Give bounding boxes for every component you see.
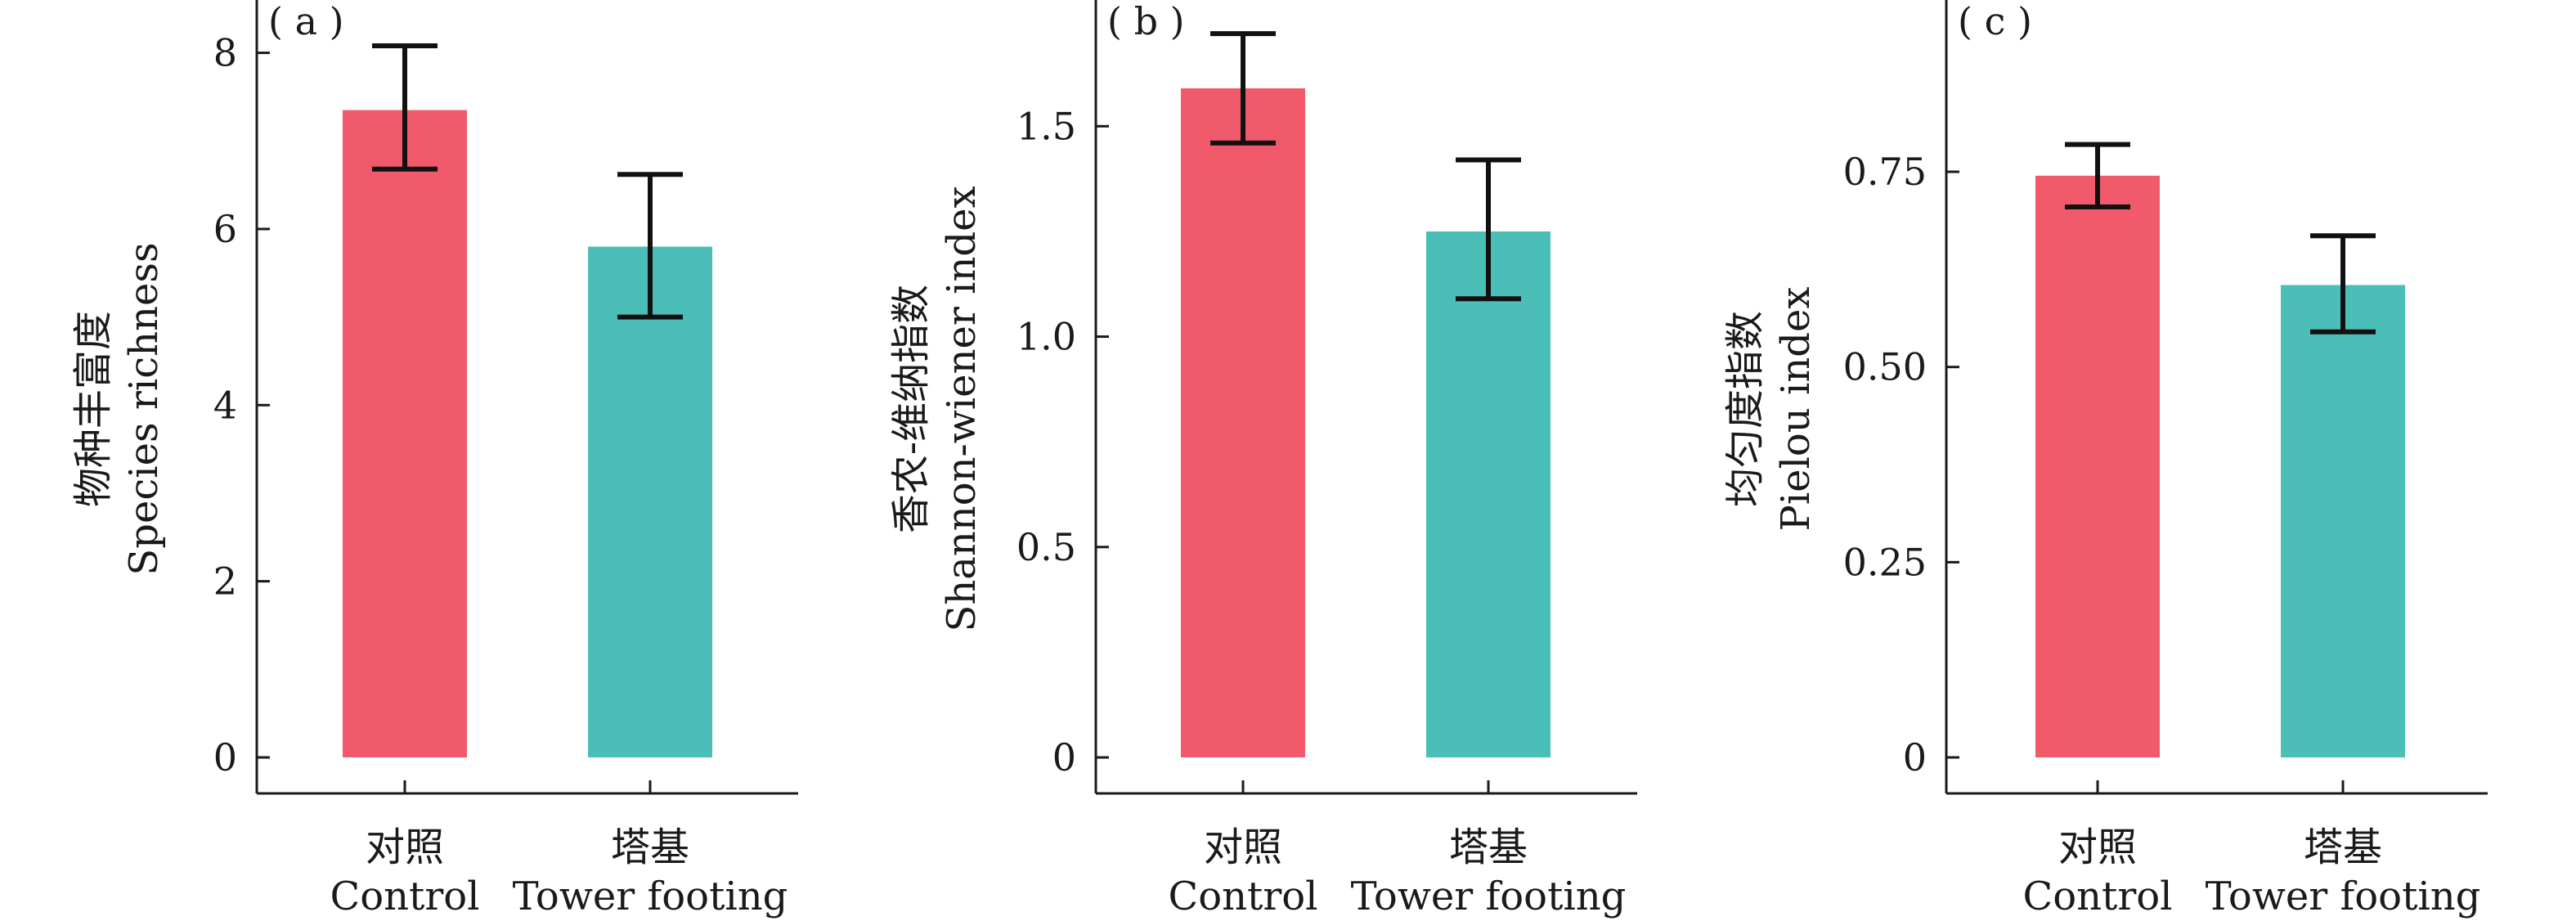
y-tick-label: 6 — [213, 207, 237, 251]
y-axis-title-en: Pielou index — [1773, 287, 1819, 532]
x-tick-label-zh: 塔基 — [611, 824, 689, 870]
y-tick-label: 0 — [1052, 735, 1076, 779]
panel-label: ( b ) — [1107, 0, 1185, 43]
y-tick-label: 0.50 — [1843, 345, 1927, 389]
x-tick-label-en: Control — [330, 874, 479, 919]
bar — [2035, 175, 2160, 757]
x-tick-label-en: Tower footing — [2206, 874, 2481, 919]
x-tick-label-zh: 塔基 — [2304, 824, 2382, 870]
y-tick-label: 0.25 — [1843, 540, 1927, 584]
chart-panel-b: 0 0.5 1.0 1.5 ( b ) 香农-维纳指数 Shannon-wiener ind… — [888, 0, 1637, 919]
bar — [588, 246, 712, 757]
y-axis-title-zh: 物种丰富度 — [70, 311, 116, 507]
x-tick-label-en: Tower footing — [513, 874, 788, 919]
x-tick-label-en: Tower footing — [1351, 874, 1627, 919]
chart-panel-c: 0 0.25 0.50 0.75 ( c ) 均匀度指数 Pielou index 对照Con… — [1722, 0, 2488, 919]
y-axis-title-zh: 均匀度指数 — [1722, 311, 1768, 507]
y-tick-label: 8 — [213, 31, 237, 75]
panel-label: ( c ) — [1958, 0, 2032, 43]
y-axis-title-en: Species richness — [121, 242, 167, 575]
bar — [1181, 88, 1305, 758]
y-tick-label: 2 — [213, 559, 237, 604]
x-tick-label-zh: 对照 — [1204, 824, 1282, 870]
y-tick-label: 0 — [1903, 735, 1927, 779]
bar — [2281, 285, 2405, 757]
y-tick-label: 0.75 — [1843, 150, 1927, 194]
y-axis-title-zh: 香农-维纳指数 — [888, 285, 934, 533]
y-tick-label: 0.5 — [1016, 525, 1076, 569]
x-tick-label-zh: 对照 — [2058, 824, 2137, 870]
y-tick-label: 1.5 — [1016, 104, 1076, 148]
x-tick-label-zh: 塔基 — [1449, 824, 1528, 870]
x-tick-label-en: Control — [1168, 874, 1317, 919]
chart-panel-a: 0 2 4 6 8 ( a ) 物种丰富度 Species richness 对照Control… — [70, 0, 798, 919]
y-tick-label: 1.0 — [1016, 315, 1076, 359]
x-tick-label-zh: 对照 — [366, 824, 444, 870]
bar — [1426, 231, 1551, 757]
y-axis-title-en: Shannon-wiener index — [939, 186, 985, 631]
y-tick-label: 4 — [213, 383, 237, 427]
panel-label: ( a ) — [268, 0, 344, 43]
bar — [343, 110, 467, 757]
x-tick-label-en: Control — [2022, 874, 2172, 919]
y-tick-label: 0 — [213, 735, 237, 779]
